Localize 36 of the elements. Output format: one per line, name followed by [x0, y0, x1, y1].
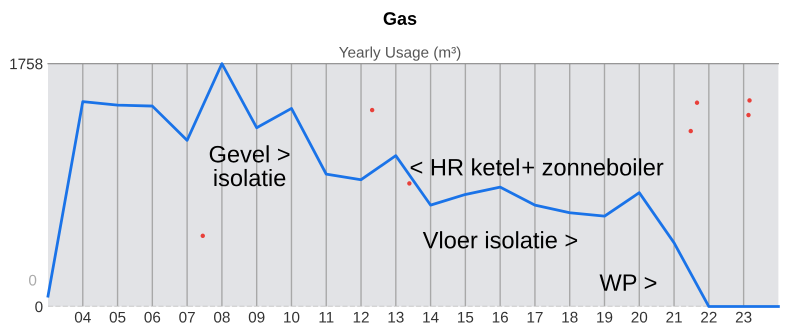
annotation: Vloer isolatie >: [422, 231, 578, 248]
x-tick-label: 21: [666, 312, 682, 322]
x-tick-label: 14: [423, 312, 439, 322]
x-tick-label: 12: [354, 312, 369, 322]
x-tick-label: 20: [632, 312, 648, 323]
x-tick-label: 06: [144, 312, 160, 323]
annotation: < HR ketel: [410, 158, 519, 176]
point: [370, 108, 374, 112]
x-tick-label: 11: [319, 312, 334, 322]
chart-subtitle: Yearly Usage (m³): [339, 46, 460, 61]
x-tick-label: 10: [284, 312, 300, 323]
line-series: [46, 62, 780, 308]
x-tick-label: 17: [528, 312, 543, 322]
x-tick-label: 23: [736, 312, 752, 323]
x-tick-label: 08: [214, 312, 230, 323]
point: [200, 234, 205, 238]
y-tick-label: 1758: [10, 58, 42, 70]
x-tick-label: 09: [248, 312, 264, 323]
annotation: WP >: [600, 274, 656, 291]
x-tick-label: 07: [179, 312, 195, 323]
point: [688, 128, 693, 134]
x-tick-label: 13: [388, 312, 404, 323]
x-tick-label: 05: [110, 312, 126, 323]
x-tick-label: 15: [458, 312, 474, 323]
annotation: Gevel > isolatie: [210, 145, 290, 186]
x-tick-label: 18: [562, 312, 578, 323]
x-tick-label: 19: [597, 312, 612, 323]
point: [746, 112, 751, 118]
point: [407, 181, 412, 186]
chart-title: Gas: [384, 12, 416, 25]
point: [747, 98, 752, 103]
x-tick-label: 16: [492, 312, 508, 323]
annotation: + zonneboiler: [522, 158, 664, 176]
x-tick-label: 22: [701, 312, 717, 322]
point: [694, 100, 700, 105]
x-tick-label: 04: [74, 312, 91, 323]
